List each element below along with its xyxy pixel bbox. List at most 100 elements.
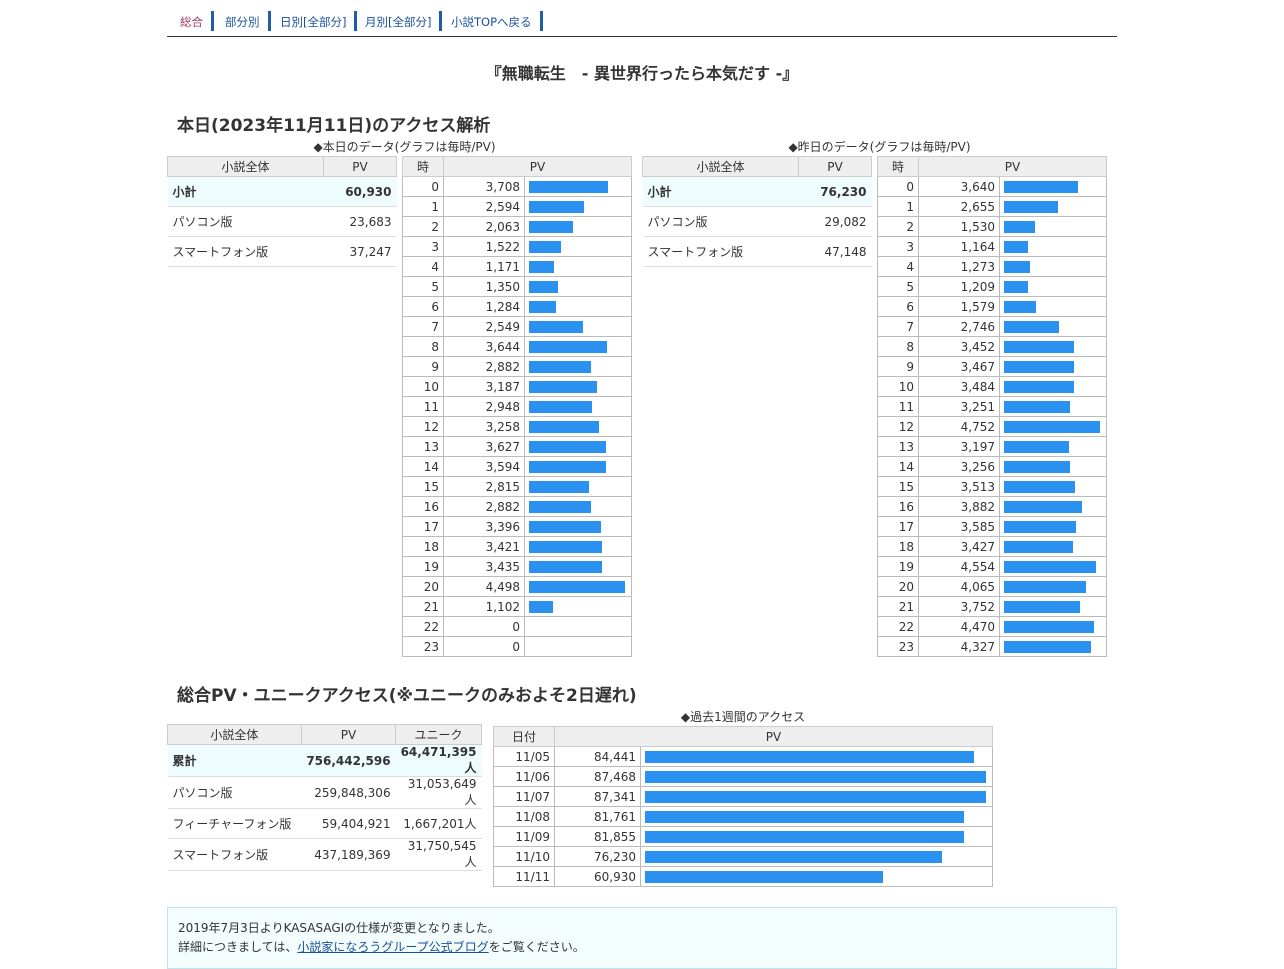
notice-box: 2019年7月3日よりKASASAGIの仕様が変更となりました。 詳細につきまし… (167, 907, 1117, 969)
bar-cell (524, 556, 632, 577)
bar-cell (524, 596, 632, 617)
hour-row: 11 3,251 (877, 396, 1107, 417)
pv-cell: 3,421 (443, 536, 525, 557)
week-row: 11/05 84,441 (493, 746, 993, 767)
row-label: パソコン版 (642, 206, 799, 237)
hour-cell: 7 (402, 316, 444, 337)
nav-by-part[interactable]: 部分別 (225, 11, 271, 31)
pv-bar (645, 770, 986, 783)
pv-bar (1004, 420, 1100, 433)
notice-prefix: 詳細につきましては、 (178, 940, 298, 954)
bar-cell (999, 176, 1107, 197)
pv-cell: 87,468 (554, 766, 641, 787)
pv-cell: 2,549 (443, 316, 525, 337)
pv-bar (1004, 400, 1070, 413)
pv-bar (1004, 380, 1074, 393)
bar-cell (524, 576, 632, 597)
yesterday-hourly-table: 時 PV 0 3,640 1 2,655 2 1,530 3 1,164 4 1,273 5 1,20… (877, 156, 1107, 657)
pv-bar (529, 320, 583, 333)
bar-cell (524, 376, 632, 397)
hour-cell: 21 (402, 596, 444, 617)
bar-cell (524, 536, 632, 557)
yesterday-summary-table: 小説全体 PV 小計 76,230 パソコン版 29,082 スマートフォン版 47,… (642, 156, 872, 267)
pv-cell: 76,230 (554, 846, 641, 867)
col-header: 日付 (493, 726, 555, 747)
nav-total[interactable]: 総合 (180, 11, 214, 31)
pv-bar (1004, 440, 1069, 453)
table-row: フィーチャーフォン版 59,404,921 1,667,201人 (167, 808, 482, 839)
col-header: PV (300, 724, 397, 745)
hour-row: 23 4,327 (877, 636, 1107, 657)
pv-bar (529, 480, 589, 493)
row-pv: 59,404,921 (301, 808, 396, 839)
table-row: 累計 756,442,596 64,471,395人 (167, 744, 482, 777)
week-body: 11/05 84,441 11/06 87,468 11/07 87,341 11/08 81… (493, 746, 993, 887)
bar-cell (999, 396, 1107, 417)
pv-bar (529, 340, 607, 353)
hour-row: 12 4,752 (877, 416, 1107, 437)
hour-cell: 6 (402, 296, 444, 317)
hour-row: 0 3,640 (877, 176, 1107, 197)
bar-cell (999, 576, 1107, 597)
pv-bar (1004, 480, 1075, 493)
hour-cell: 15 (877, 476, 919, 497)
hour-cell: 13 (877, 436, 919, 457)
nav-novel-top[interactable]: 小説TOPへ戻る (451, 11, 543, 31)
pv-cell: 2,594 (443, 196, 525, 217)
hour-cell: 6 (877, 296, 919, 317)
hour-row: 6 1,284 (402, 296, 632, 317)
table-row: 小計 60,930 (167, 176, 397, 207)
bar-cell (524, 356, 632, 377)
pv-cell: 1,284 (443, 296, 525, 317)
date-cell: 11/11 (493, 866, 555, 887)
pv-bar (1004, 340, 1074, 353)
today-caption: ◆本日のデータ(グラフは毎時/PV) (313, 140, 496, 154)
hour-row: 7 2,746 (877, 316, 1107, 337)
bar-cell (640, 806, 993, 827)
bar-cell (999, 616, 1107, 637)
nav-monthly[interactable]: 月別[全部分] (365, 11, 443, 31)
pv-cell: 1,209 (918, 276, 1000, 297)
bar-cell (640, 786, 993, 807)
pv-cell: 1,273 (918, 256, 1000, 277)
official-blog-link[interactable]: 小説家になろうグループ公式ブログ (297, 940, 489, 954)
date-cell: 11/07 (493, 786, 555, 807)
hour-cell: 23 (877, 636, 919, 657)
hour-cell: 16 (402, 496, 444, 517)
pv-bar (529, 580, 625, 593)
hour-row: 1 2,655 (877, 196, 1107, 217)
nav-daily[interactable]: 日別[全部分] (280, 11, 358, 31)
pv-bar (645, 850, 942, 863)
week-row: 11/07 87,341 (493, 786, 993, 807)
pv-bar (529, 420, 599, 433)
pv-cell: 3,585 (918, 516, 1000, 537)
hour-row: 18 3,427 (877, 536, 1107, 557)
hour-row: 20 4,498 (402, 576, 632, 597)
pv-bar (1004, 500, 1082, 513)
pv-bar (529, 380, 597, 393)
pv-bar (529, 500, 591, 513)
hour-cell: 9 (877, 356, 919, 377)
pv-cell: 2,655 (918, 196, 1000, 217)
bar-cell (524, 436, 632, 457)
pv-cell: 0 (443, 616, 525, 637)
date-cell: 11/05 (493, 746, 555, 767)
hour-row: 19 3,435 (402, 556, 632, 577)
pv-cell: 1,102 (443, 596, 525, 617)
today-summary-table: 小説全体 PV 小計 60,930 パソコン版 23,683 スマートフォン版 37,… (167, 156, 397, 267)
hour-row: 4 1,273 (877, 256, 1107, 277)
pv-bar (645, 750, 974, 763)
hour-row: 18 3,421 (402, 536, 632, 557)
table-row: パソコン版 259,848,306 31,053,649人 (167, 776, 482, 809)
pv-bar (529, 360, 591, 373)
hour-cell: 2 (877, 216, 919, 237)
hour-row: 23 0 (402, 636, 632, 657)
pv-bar (1004, 620, 1094, 633)
hour-row: 21 1,102 (402, 596, 632, 617)
hour-cell: 0 (877, 176, 919, 197)
row-value: 47,148 (798, 236, 872, 267)
pv-cell: 1,350 (443, 276, 525, 297)
pv-cell: 3,640 (918, 176, 1000, 197)
week-row: 11/11 60,930 (493, 866, 993, 887)
bar-cell (640, 826, 993, 847)
